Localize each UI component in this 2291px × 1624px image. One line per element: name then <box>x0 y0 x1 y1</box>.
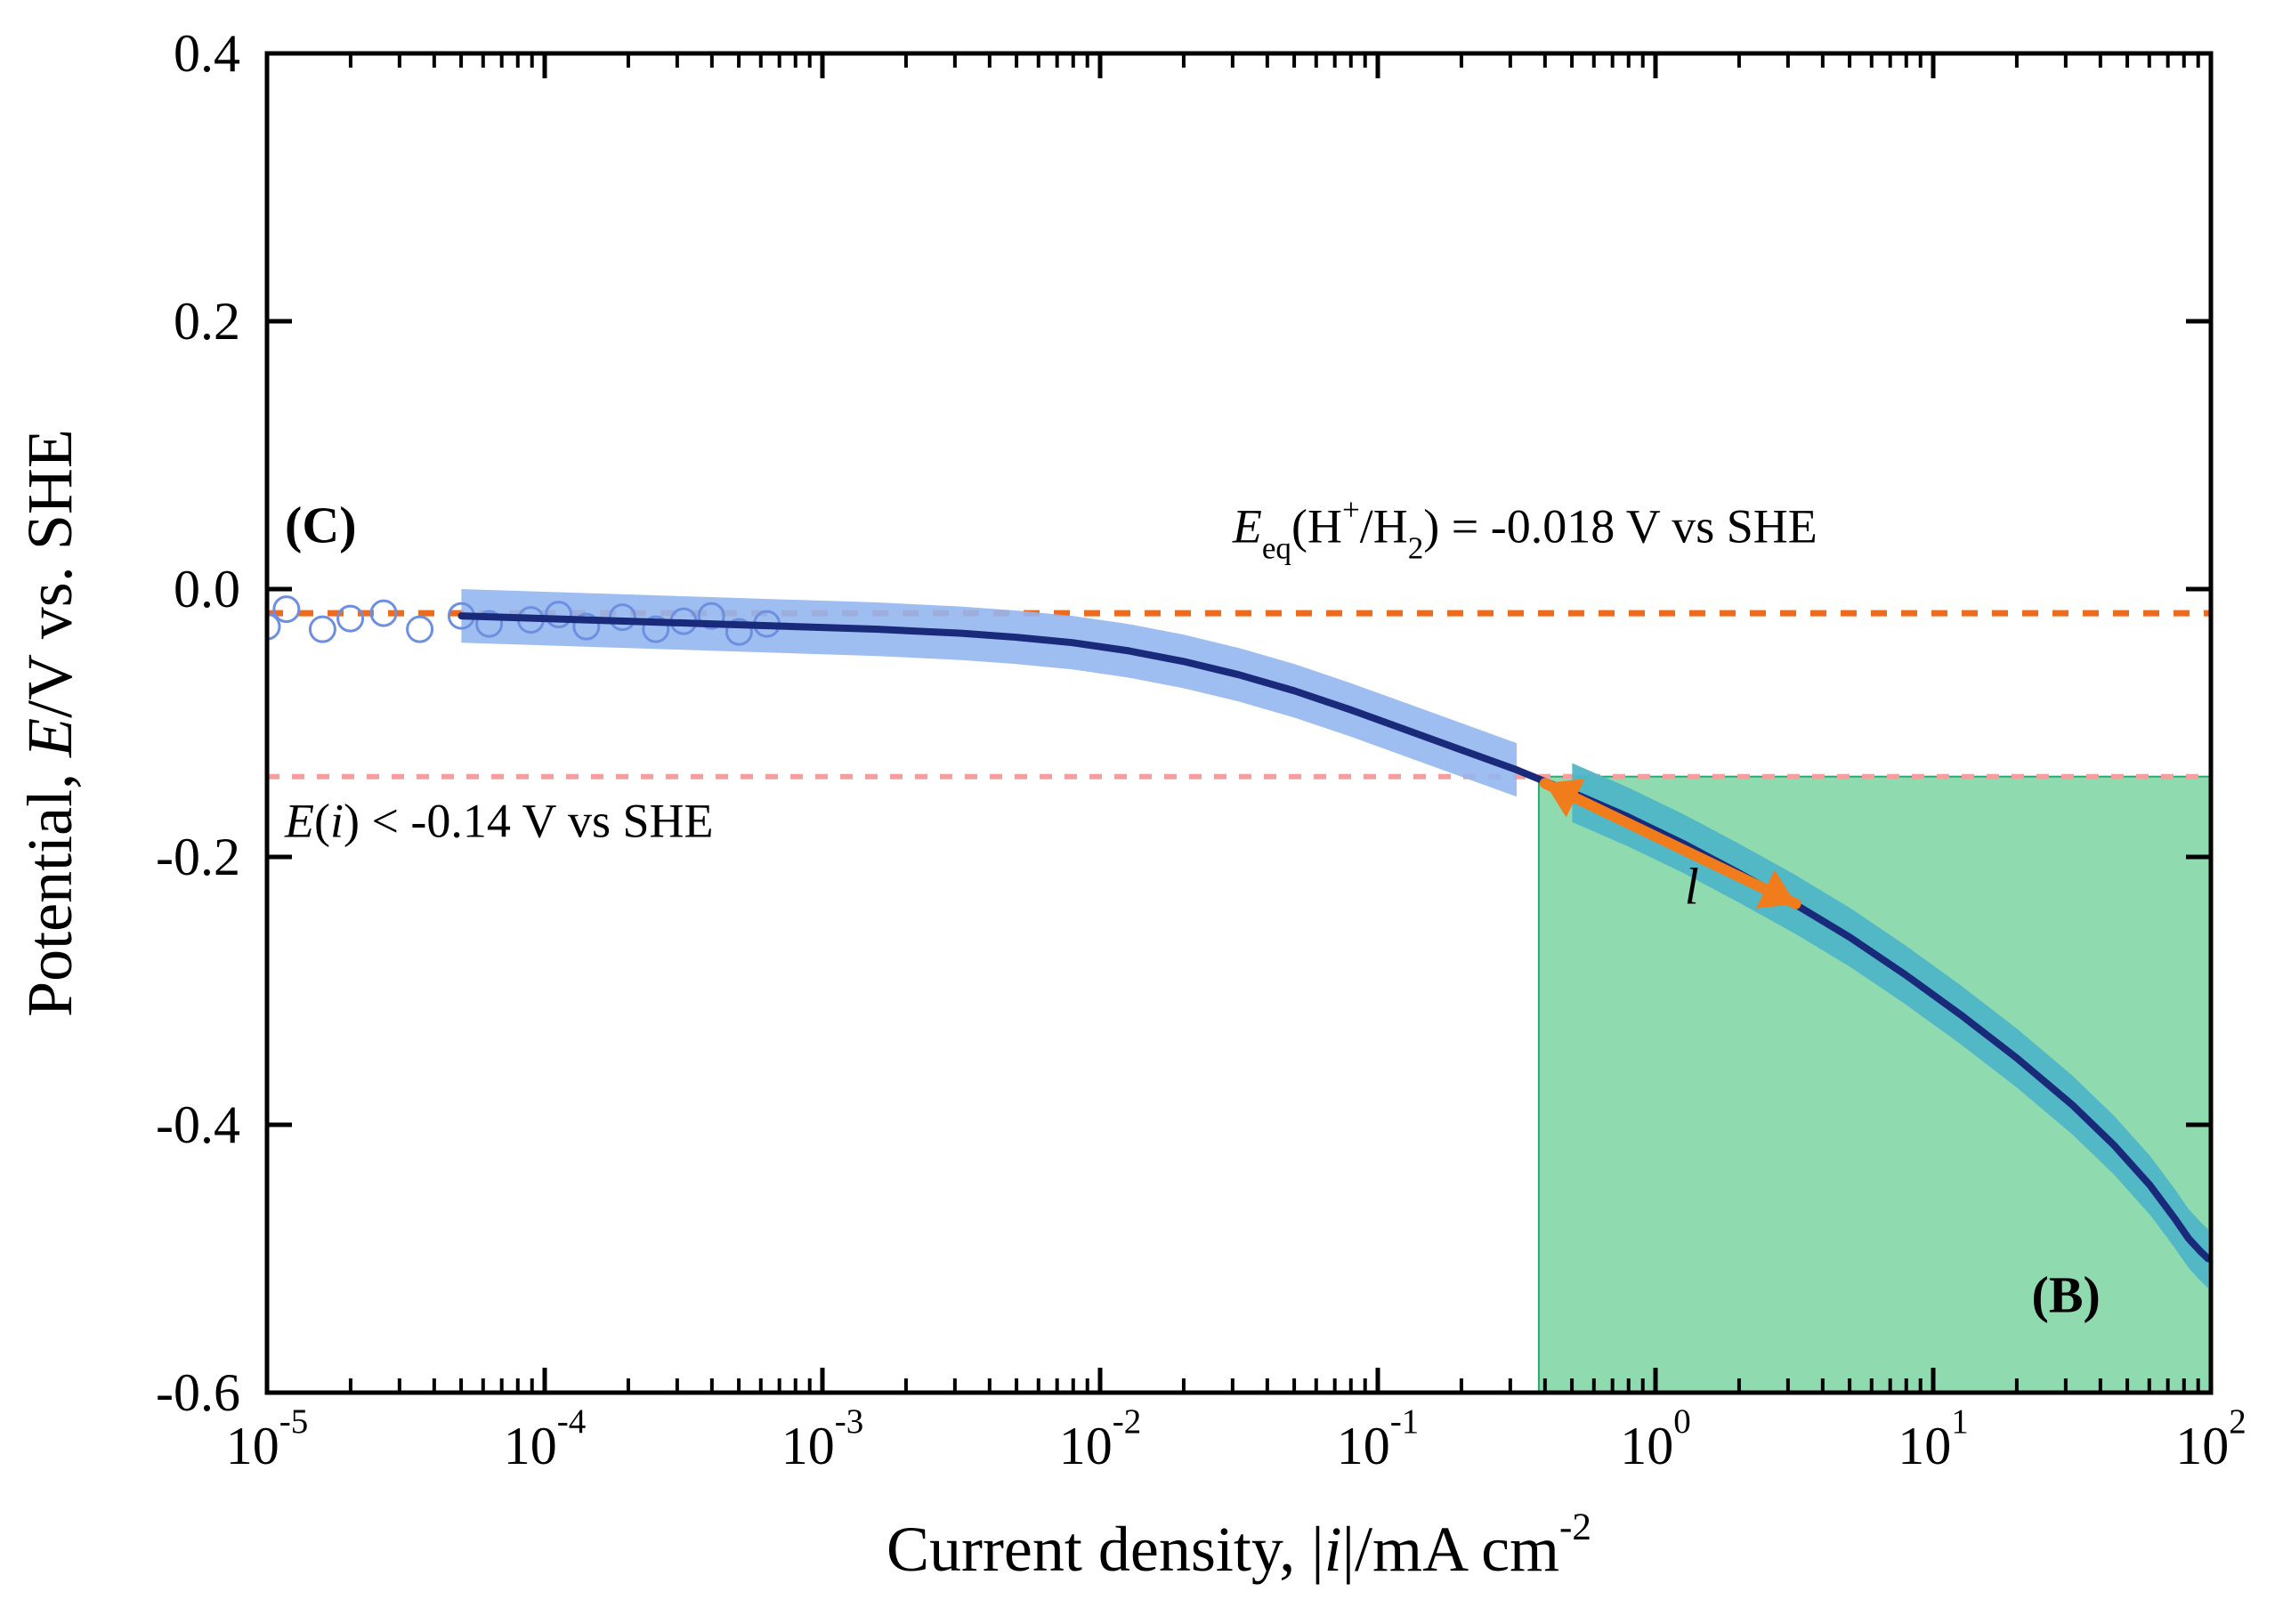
x-tick-label: 10-1 <box>1337 1402 1420 1475</box>
label-l: l <box>1685 858 1699 916</box>
y-tick-label: 0.0 <box>174 560 240 618</box>
y-axis-title: Potential, E/V vs. SHE <box>14 429 85 1017</box>
scatter-point <box>310 617 335 642</box>
x-tick-label: 102 <box>2175 1402 2246 1475</box>
chart-svg: 10-510-410-310-210-1100101102-0.6-0.4-0.… <box>0 0 2291 1624</box>
y-tick-label: 0.4 <box>174 24 240 83</box>
label-b: (B) <box>2032 1266 2101 1324</box>
y-tick-label: -0.4 <box>156 1095 240 1154</box>
x-tick-label: 100 <box>1620 1402 1691 1475</box>
x-tick-label: 101 <box>1898 1402 1969 1475</box>
polarization-chart: 10-510-410-310-210-1100101102-0.6-0.4-0.… <box>0 0 2291 1624</box>
label-c: (C) <box>285 496 357 553</box>
annotation-eeq: Eeq(H+/H2) = -0.018 V vs SHE <box>1232 492 1817 565</box>
shaded-region-b <box>1539 777 2211 1393</box>
x-tick-label: 10-2 <box>1059 1402 1142 1475</box>
x-axis-title: Current density, |i|/mA cm-2 <box>886 1507 1591 1585</box>
x-tick-label: 10-4 <box>504 1402 587 1475</box>
scatter-point <box>274 597 299 622</box>
y-tick-label: -0.2 <box>156 828 240 886</box>
y-tick-label: -0.6 <box>156 1363 240 1422</box>
y-tick-label: 0.2 <box>174 292 240 351</box>
scatter-point <box>338 606 363 631</box>
annotation-ei: E(i) < -0.14 V vs SHE <box>284 794 714 847</box>
x-tick-label: 10-3 <box>781 1402 864 1475</box>
scatter-point <box>408 617 433 642</box>
